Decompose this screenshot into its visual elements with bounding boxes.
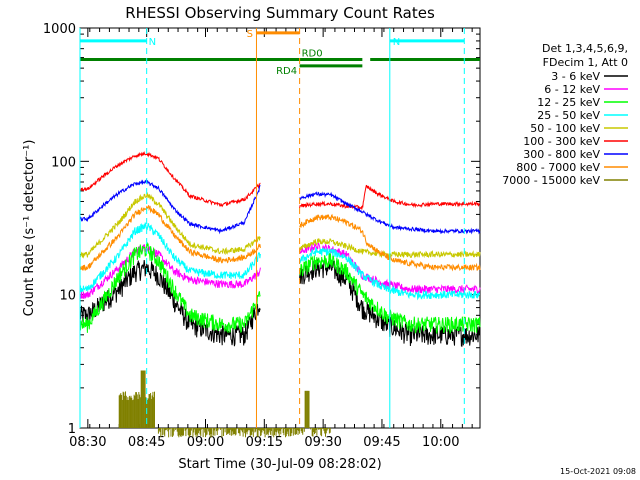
legend-entry-label: 6 - 12 keV (544, 83, 600, 96)
legend-header-line-2: FDecim 1, Att 0 (543, 56, 628, 69)
legend-entry-label: 12 - 25 keV (537, 96, 600, 109)
x-tick-label: 08:30 (69, 435, 106, 450)
series-line (79, 242, 261, 333)
series-line (79, 222, 261, 293)
series-line (79, 244, 261, 299)
y-tick-label: 1000 (43, 22, 76, 37)
legend-entry-label: 7000 - 15000 keV (502, 174, 600, 187)
legend-entry-label: 25 - 50 keV (537, 109, 600, 122)
series-line (79, 205, 261, 271)
annotation-label: N (149, 37, 156, 48)
annotation-label: N (393, 37, 400, 48)
y-tick-label: 100 (51, 155, 76, 170)
annotation-label: RD0 (302, 49, 323, 60)
x-tick-label: 09:00 (187, 435, 224, 450)
legend-entry-label: 100 - 300 keV (523, 135, 600, 148)
x-axis-label: Start Time (30-Jul-09 08:28:02) (178, 457, 381, 472)
y-axis-label: Count Rate (s⁻¹ detector⁻¹) (22, 140, 37, 317)
x-tick-label: 09:15 (246, 435, 283, 450)
legend-entry-label: 300 - 800 keV (523, 148, 600, 161)
legend-header-line-1: Det 1,3,4,5,6,9, (542, 42, 628, 55)
chart-title: RHESSI Observing Summary Count Rates (125, 4, 435, 22)
annotation-label: S (247, 29, 253, 40)
y-tick-label: 10 (59, 289, 76, 304)
annotation-label: RD4 (276, 66, 297, 77)
y-tick-label: 1 (68, 422, 76, 437)
x-tick-label: 09:45 (363, 435, 400, 450)
series-line (79, 192, 261, 259)
legend-entry-label: 3 - 6 keV (551, 70, 600, 83)
legend: Det 1,3,4,5,6,9, FDecim 1, Att 0 3 - 6 k… (502, 42, 628, 187)
legend-entry-label: 800 - 7000 keV (516, 161, 600, 174)
series-8 (118, 370, 331, 438)
x-tick-label: 08:45 (128, 435, 165, 450)
series-line (79, 150, 261, 208)
x-tick-label: 10:00 (422, 435, 459, 450)
legend-entry-label: 50 - 100 keV (530, 122, 600, 135)
x-tick-label: 09:30 (304, 435, 341, 450)
footer-timestamp: 15-Oct-2021 09:08 (560, 467, 636, 476)
series-line (79, 178, 261, 235)
